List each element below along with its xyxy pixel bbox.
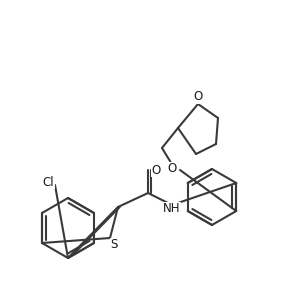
Text: O: O: [193, 91, 203, 104]
Text: O: O: [151, 163, 161, 176]
Text: S: S: [110, 238, 118, 252]
Text: O: O: [167, 163, 177, 175]
Text: Cl: Cl: [42, 175, 54, 188]
Text: NH: NH: [163, 203, 181, 216]
